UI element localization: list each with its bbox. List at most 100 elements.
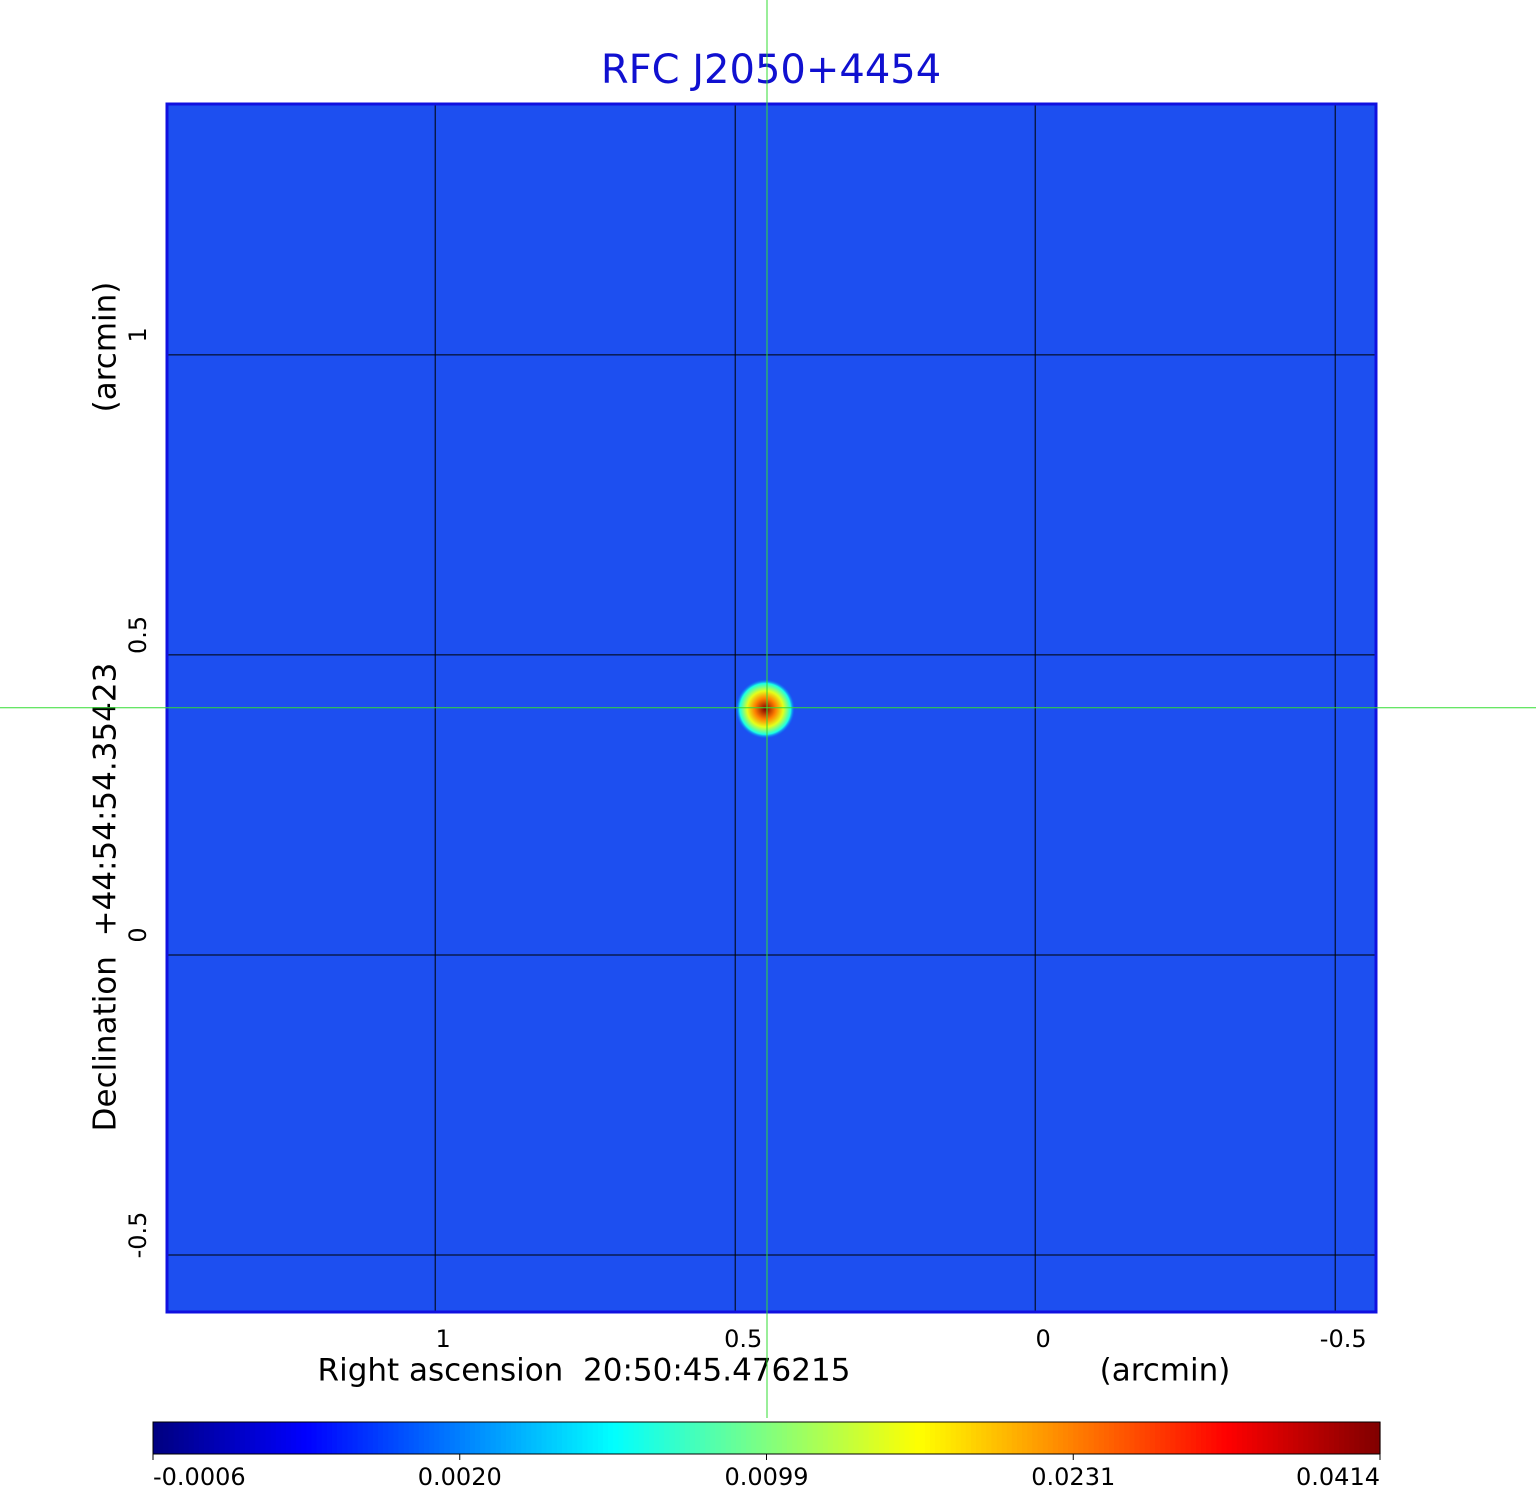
colorbar-segment <box>1001 1422 1008 1454</box>
colorbar-segment <box>204 1422 210 1454</box>
colorbar-segment <box>1134 1422 1141 1454</box>
colorbar-segment <box>756 1422 762 1454</box>
colorbar-segment <box>725 1422 732 1454</box>
colorbar-segment <box>224 1422 231 1454</box>
colorbar-segment <box>1323 1422 1330 1454</box>
colorbar-segment <box>822 1422 829 1454</box>
colorbar-segment <box>689 1422 696 1454</box>
colorbar-segment <box>863 1422 870 1454</box>
colorbar-segment <box>352 1422 359 1454</box>
colorbar-segment <box>454 1422 461 1454</box>
colorbar-segment <box>924 1422 931 1454</box>
colorbar-segment <box>654 1422 660 1454</box>
colorbar-segment <box>664 1422 670 1454</box>
colorbar-segment <box>1139 1422 1146 1454</box>
colorbar-segment <box>275 1422 282 1454</box>
colorbar-segment <box>562 1422 568 1454</box>
colorbar-segment <box>930 1422 936 1454</box>
colorbar-tick-label: 0.0020 <box>418 1463 502 1491</box>
colorbar-segment <box>873 1422 880 1454</box>
colorbar-segment <box>1272 1422 1279 1454</box>
colorbar-segment <box>1022 1422 1028 1454</box>
colorbar-segment <box>1042 1422 1049 1454</box>
colorbar-segment <box>1119 1422 1125 1454</box>
colorbar-segment <box>163 1422 169 1454</box>
colorbar-segment <box>751 1422 757 1454</box>
colorbar-segment <box>700 1422 706 1454</box>
x-tick-label: -0.5 <box>1320 1325 1367 1353</box>
colorbar-segment <box>403 1422 410 1454</box>
colorbar-segment <box>710 1422 716 1454</box>
colorbar-segment <box>342 1422 348 1454</box>
colorbar-segment <box>618 1422 624 1454</box>
colorbar-segment <box>1165 1422 1171 1454</box>
colorbar-segment <box>1195 1422 1202 1454</box>
colorbar-segment <box>337 1422 343 1454</box>
colorbar-segment <box>1032 1422 1039 1454</box>
colorbar-segment <box>439 1422 446 1454</box>
colorbar-segment <box>1318 1422 1325 1454</box>
colorbar-segment <box>377 1422 384 1454</box>
colorbar-segment <box>490 1422 497 1454</box>
colorbar-segment <box>950 1422 957 1454</box>
colorbar-segment <box>955 1422 962 1454</box>
colorbar-segment <box>919 1422 926 1454</box>
colorbar-segment <box>807 1422 814 1454</box>
x-tick-label: 1 <box>436 1325 451 1353</box>
colorbar-segment <box>1374 1422 1381 1454</box>
colorbar-segment <box>991 1422 998 1454</box>
colorbar-segment <box>720 1422 727 1454</box>
colorbar-segment <box>464 1422 471 1454</box>
colorbar-segment <box>1155 1422 1161 1454</box>
y-tick-label: 1 <box>124 327 152 342</box>
colorbar-segment <box>838 1422 844 1454</box>
colorbar-segment <box>878 1422 885 1454</box>
colorbar-tick-label: -0.0006 <box>153 1463 246 1491</box>
colorbar-segment <box>572 1422 578 1454</box>
x-tick-label: 0 <box>1036 1325 1051 1353</box>
colorbar-segment <box>485 1422 492 1454</box>
colorbar-segment <box>429 1422 435 1454</box>
colorbar-segment <box>597 1422 604 1454</box>
colorbar-segment <box>792 1422 798 1454</box>
colorbar-segment <box>326 1422 333 1454</box>
colorbar-segment <box>1247 1422 1253 1454</box>
colorbar-segment <box>1160 1422 1166 1454</box>
x-axis-label: Right ascension 20:50:45.476215 <box>318 1353 851 1389</box>
colorbar-segment <box>158 1422 164 1454</box>
colorbar-segment <box>608 1422 614 1454</box>
colorbar-segment <box>398 1422 405 1454</box>
y-tick-label: -0.5 <box>124 1212 152 1259</box>
colorbar-segment <box>1349 1422 1356 1454</box>
colorbar-segment <box>802 1422 808 1454</box>
colorbar-segment <box>1277 1422 1284 1454</box>
colorbar-segment <box>1149 1422 1156 1454</box>
x-axis-unit: (arcmin) <box>1100 1353 1231 1389</box>
colorbar-segment <box>694 1422 701 1454</box>
colorbar-segment <box>239 1422 246 1454</box>
colorbar-segment <box>1180 1422 1187 1454</box>
colorbar-segment <box>311 1422 318 1454</box>
colorbar-segment <box>1175 1422 1182 1454</box>
source <box>735 678 796 739</box>
colorbar-segment <box>1073 1422 1079 1454</box>
colorbar-segment <box>321 1422 328 1454</box>
colorbar-segment <box>1206 1422 1212 1454</box>
colorbar-segment <box>648 1422 655 1454</box>
colorbar-segment <box>965 1422 972 1454</box>
colorbar-segment <box>848 1422 855 1454</box>
colorbar-segment <box>408 1422 415 1454</box>
colorbar-segment <box>771 1422 778 1454</box>
colorbar-segment <box>1287 1422 1294 1454</box>
colorbar-segment <box>909 1422 916 1454</box>
colorbar-segment <box>214 1422 221 1454</box>
colorbar-segment <box>884 1422 890 1454</box>
colorbar-segment <box>894 1422 901 1454</box>
colorbar-segment <box>1211 1422 1217 1454</box>
colorbar-segment <box>1267 1422 1274 1454</box>
colorbar-segment <box>265 1422 272 1454</box>
colorbar-segment <box>889 1422 895 1454</box>
colorbar-segment <box>1124 1422 1131 1454</box>
colorbar-segment <box>1236 1422 1243 1454</box>
colorbar-segment <box>229 1422 236 1454</box>
